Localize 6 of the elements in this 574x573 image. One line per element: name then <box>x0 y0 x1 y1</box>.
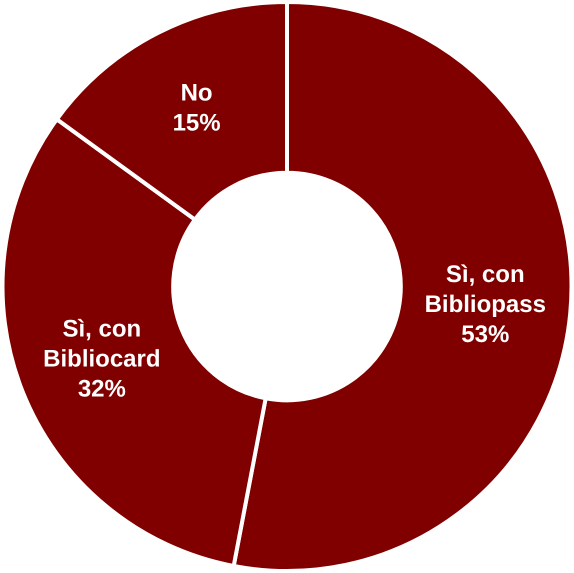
data-label: 15% <box>172 110 221 137</box>
data-label: 32% <box>78 375 126 402</box>
data-label: 53% <box>461 320 510 348</box>
slice-label: No <box>180 80 213 107</box>
slice-label: Sì, con Bibliocard <box>43 315 161 372</box>
slice-label: Sì, con Bibliopass <box>424 260 546 318</box>
